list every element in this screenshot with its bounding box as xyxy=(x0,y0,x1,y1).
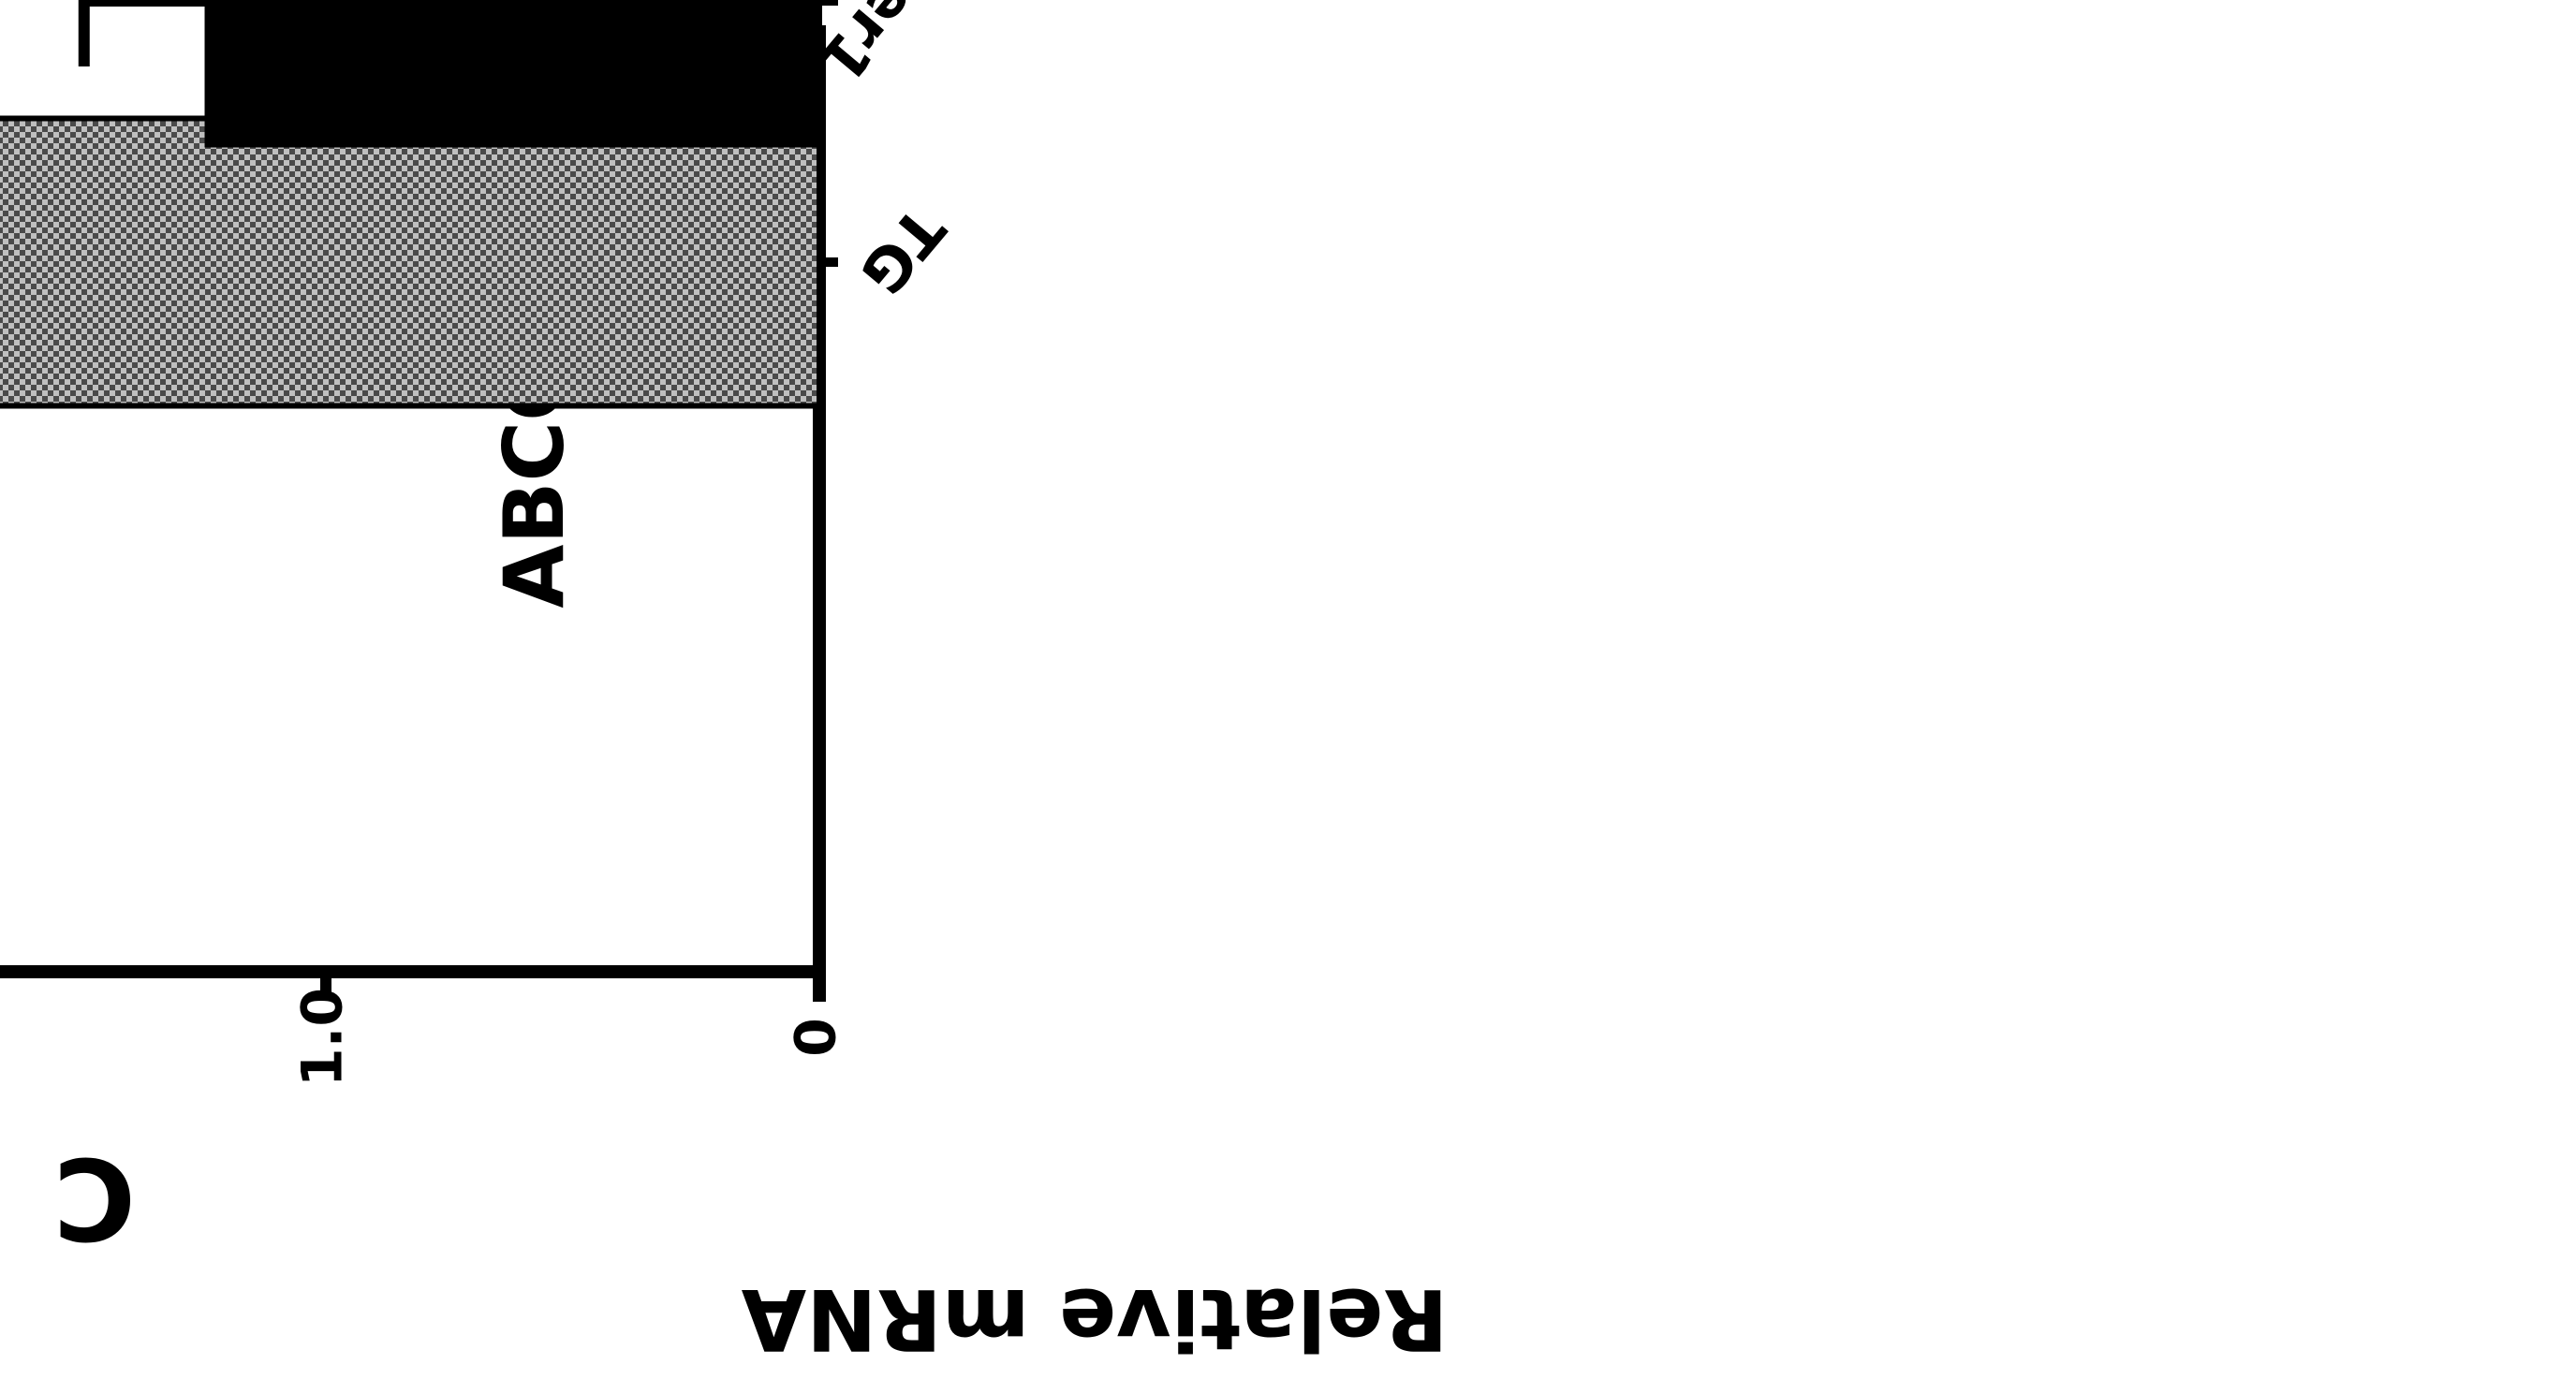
panel-label: C xyxy=(53,1132,136,1262)
error-bars-group xyxy=(78,0,208,66)
category-labels-group: TG Dicer1 xyxy=(805,0,998,307)
category-label: TG xyxy=(846,194,957,307)
bar-dicer1 xyxy=(204,0,822,148)
rotated-chart-group: C ABCG1 Relative mRNA 01.02.03.0 TGDicer… xyxy=(0,0,1448,1368)
category-label: Dicer1 xyxy=(805,0,998,95)
y-tick-label: 0 xyxy=(784,1018,849,1057)
bar-tg xyxy=(0,115,822,409)
y-tick-label: 1.0 xyxy=(290,988,356,1087)
y-axis-label: Relative mRNA xyxy=(741,1269,1448,1368)
y-ticks-group: 01.02.03.0 xyxy=(290,972,849,1087)
bars-group xyxy=(0,0,822,409)
